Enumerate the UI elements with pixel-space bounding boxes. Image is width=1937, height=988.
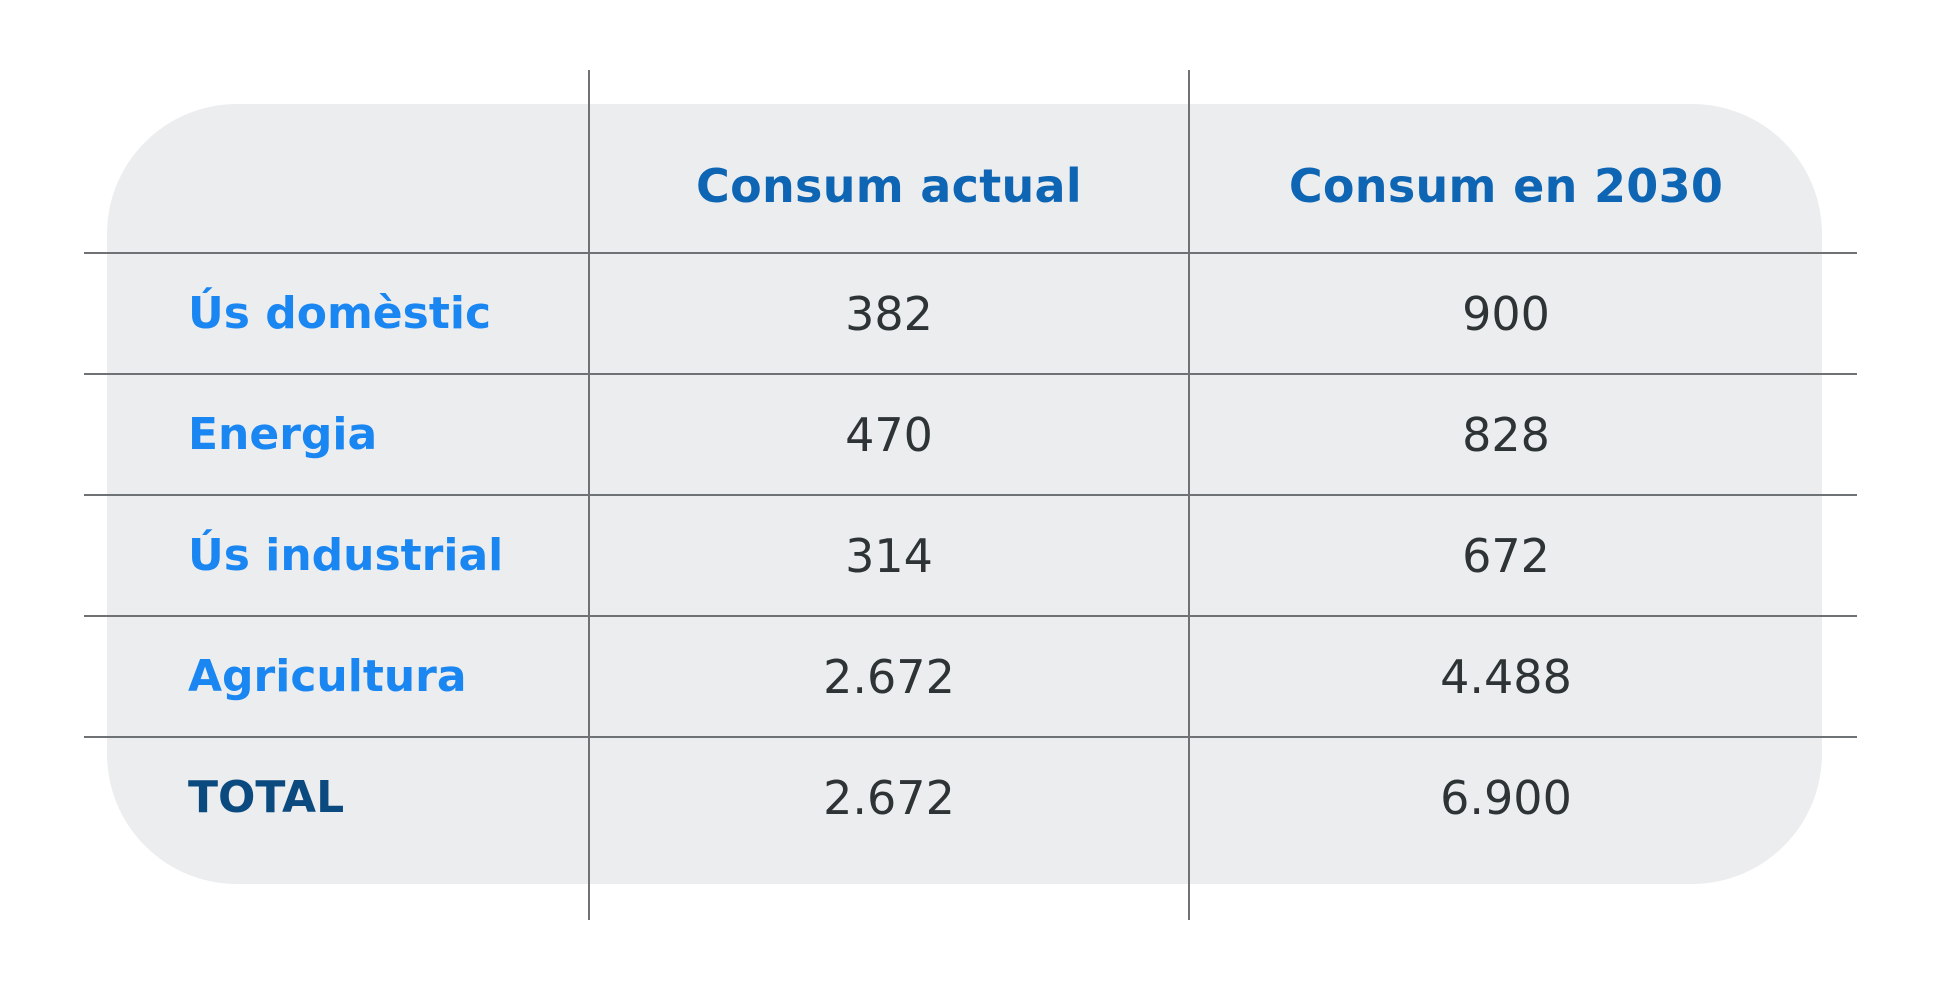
row-divider-4 bbox=[84, 615, 1857, 617]
value-current: 2.672 bbox=[823, 649, 955, 704]
row-label: Agricultura bbox=[188, 651, 467, 702]
value-current: 382 bbox=[845, 286, 933, 341]
total-label: TOTAL bbox=[188, 772, 345, 823]
row-divider-5 bbox=[84, 736, 1857, 738]
row-label: Ús industrial bbox=[188, 530, 504, 581]
row-label: Energia bbox=[188, 409, 378, 460]
value-2030: 828 bbox=[1462, 407, 1550, 462]
column-header-current: Consum actual bbox=[696, 159, 1082, 213]
total-current: 2.672 bbox=[823, 770, 955, 825]
row-divider-2 bbox=[84, 373, 1857, 375]
row-divider-3 bbox=[84, 494, 1857, 496]
value-current: 470 bbox=[845, 407, 933, 462]
column-header-2030: Consum en 2030 bbox=[1288, 159, 1724, 213]
row-divider-1 bbox=[84, 252, 1857, 254]
value-2030: 672 bbox=[1462, 528, 1550, 583]
value-2030: 4.488 bbox=[1440, 649, 1572, 704]
row-label: Ús domèstic bbox=[188, 288, 492, 339]
value-current: 314 bbox=[845, 528, 933, 583]
value-2030: 900 bbox=[1462, 286, 1550, 341]
total-2030: 6.900 bbox=[1440, 770, 1572, 825]
